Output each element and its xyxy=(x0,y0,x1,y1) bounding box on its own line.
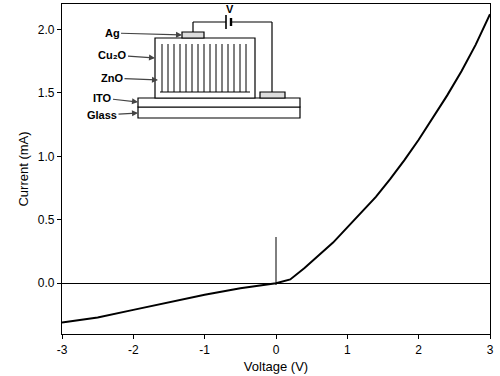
svg-text:Glass: Glass xyxy=(87,109,117,121)
svg-text:V: V xyxy=(226,3,234,15)
svg-text:0.5: 0.5 xyxy=(38,213,55,227)
svg-text:3: 3 xyxy=(487,343,494,357)
svg-text:ZnO: ZnO xyxy=(101,72,123,84)
svg-text:2: 2 xyxy=(415,343,422,357)
svg-text:0: 0 xyxy=(273,343,280,357)
svg-text:Cu₂O: Cu₂O xyxy=(98,49,127,61)
svg-text:1: 1 xyxy=(344,343,351,357)
svg-text:Current (mA): Current (mA) xyxy=(16,131,31,206)
svg-text:ITO: ITO xyxy=(93,92,112,104)
svg-text:Ag: Ag xyxy=(105,27,120,39)
svg-text:-2: -2 xyxy=(128,343,139,357)
svg-text:1.0: 1.0 xyxy=(38,150,55,164)
svg-text:1.5: 1.5 xyxy=(38,86,55,100)
svg-text:2.0: 2.0 xyxy=(38,23,55,37)
svg-text:-1: -1 xyxy=(199,343,210,357)
svg-text:-3: -3 xyxy=(57,343,68,357)
svg-text:0.0: 0.0 xyxy=(38,276,55,290)
svg-text:Voltage (V): Voltage (V) xyxy=(244,359,308,374)
